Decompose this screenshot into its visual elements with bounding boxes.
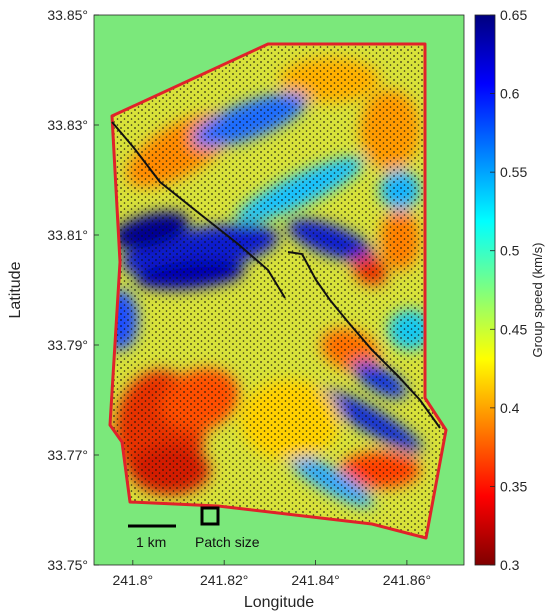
y-tick-label: 33.83°	[47, 117, 88, 133]
colorbar-ticks: 0.65 0.6 0.55 0.5 0.45 0.4 0.35 0.3	[490, 7, 527, 573]
study-area-outline	[108, 42, 448, 540]
fault-trace-north	[111, 121, 286, 299]
y-tick-label: 33.79°	[47, 337, 88, 353]
colorbar-tick-label: 0.45	[500, 321, 527, 337]
x-axis-title: Longitude	[244, 594, 314, 611]
colorbar-tick-label: 0.3	[500, 557, 520, 573]
y-tick-label: 33.77°	[47, 447, 88, 463]
y-axis-title: Latitude	[7, 261, 24, 318]
axes-frame	[93, 14, 465, 566]
x-tick-label: 241.86°	[383, 572, 431, 588]
colorbar-tick-label: 0.6	[500, 86, 520, 102]
x-axis-ticks: 241.8° 241.82° 241.84° 241.86°	[113, 560, 431, 588]
speed-field	[110, 44, 446, 538]
y-tick-label: 33.81°	[47, 227, 88, 243]
colorbar-tick-label: 0.5	[500, 243, 520, 259]
patch-size-box	[200, 506, 220, 526]
patch-size-label: Patch size	[195, 534, 260, 550]
colorbar-tick-label: 0.55	[500, 164, 527, 180]
colorbar-tick-label: 0.35	[500, 478, 527, 494]
colorbar	[474, 14, 496, 566]
y-tick-label: 33.85°	[47, 7, 88, 23]
x-tick-label: 241.84°	[291, 572, 339, 588]
x-tick-label: 241.82°	[200, 572, 248, 588]
colorbar-tick-label: 0.65	[500, 7, 527, 23]
scale-bar-label: 1 km	[136, 534, 166, 550]
colorbar-title: Group speed (km/s)	[530, 243, 545, 358]
y-axis-ticks: 33.85° 33.83° 33.81° 33.79° 33.77° 33.75°	[47, 7, 99, 573]
y-tick-label: 33.75°	[47, 557, 88, 573]
fault-trace-south	[287, 251, 441, 429]
x-tick-label: 241.8°	[113, 572, 154, 588]
colorbar-tick-label: 0.4	[500, 400, 520, 416]
